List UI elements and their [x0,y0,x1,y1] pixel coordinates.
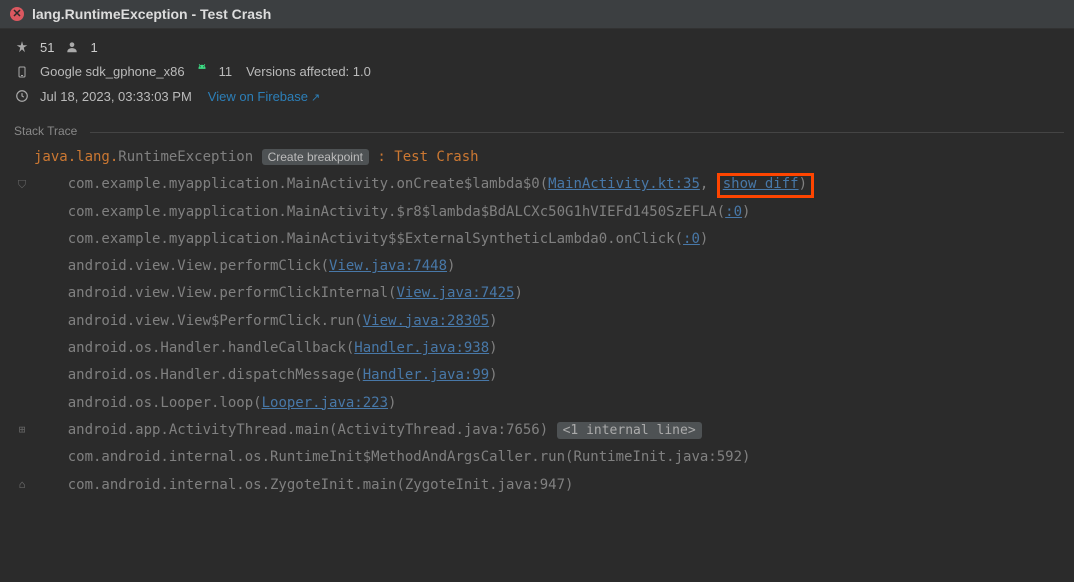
firebase-link-label: View on Firebase [208,89,308,104]
stack-frame: com.android.internal.os.RuntimeInit$Meth… [10,444,1064,471]
user-count: 1 [90,40,97,55]
android-icon [195,63,209,80]
stack-frame: android.view.View.performClick(View.java… [10,253,1064,280]
frame-text: com.example.myapplication.MainActivity$$… [68,231,683,247]
clock-icon [14,88,30,104]
internal-line-badge[interactable]: <1 internal line> [557,422,702,439]
section-divider [90,132,1064,133]
gutter-spacer [10,283,34,304]
home-gutter-icon: ⌂ [10,474,34,495]
title-bar: ✕ lang.RuntimeException - Test Crash [0,0,1074,29]
external-link-icon: ↗ [311,92,320,104]
section-label-text: Stack Trace [14,124,77,138]
show-diff-link[interactable]: show diff [723,176,799,192]
phone-icon [14,64,30,80]
gutter-spacer [10,392,34,413]
source-file-link[interactable]: :0 [683,231,700,247]
frame-text: android.app.ActivityThread.main(Activity… [68,422,557,438]
show-diff-highlight: show diff) [717,173,814,198]
frame-text: android.view.View.performClick( [68,258,329,274]
shield-gutter-icon: ⛉ [10,174,34,195]
stack-trace-section-label: Stack Trace [0,120,1074,140]
device-name: Google sdk_gphone_x86 [40,64,185,79]
timestamp: Jul 18, 2023, 03:33:03 PM [40,89,192,104]
source-file-link[interactable]: :0 [725,204,742,220]
stack-frame: com.example.myapplication.MainActivity.$… [10,199,1064,226]
counts-row: 51 1 [14,39,1060,55]
frame-text: android.os.Handler.dispatchMessage( [68,367,363,383]
stack-frame: com.example.myapplication.MainActivity$$… [10,226,1064,253]
gutter-spacer [10,146,34,167]
stack-frame: ⊞ android.app.ActivityThread.main(Activi… [10,417,1064,444]
stack-frame: android.view.View$PerformClick.run(View.… [10,308,1064,335]
gutter-spacer [10,365,34,386]
source-file-link[interactable]: MainActivity.kt:35 [548,176,700,192]
view-on-firebase-link[interactable]: View on Firebase↗ [208,89,320,104]
exception-message: Test Crash [394,149,478,165]
source-file-link[interactable]: View.java:7425 [396,285,514,301]
device-row: Google sdk_gphone_x86 11 Versions affect… [14,63,1060,80]
exception-package: java.lang. [34,149,118,165]
frame-text: com.android.internal.os.ZygoteInit.main(… [68,477,574,493]
frame-text: com.android.internal.os.RuntimeInit$Meth… [68,449,751,465]
exception-line: java.lang.RuntimeException Create breakp… [10,144,1064,171]
source-file-link[interactable]: Looper.java:223 [262,395,388,411]
source-file-link[interactable]: View.java:28305 [363,313,489,329]
stack-frame: android.os.Handler.dispatchMessage(Handl… [10,362,1064,389]
source-file-link[interactable]: View.java:7448 [329,258,447,274]
crash-count: 51 [40,40,54,55]
stack-trace: java.lang.RuntimeException Create breakp… [0,140,1074,509]
frame-text: com.example.myapplication.MainActivity.$… [68,204,725,220]
gutter-spacer [10,310,34,331]
plus-gutter-icon: ⊞ [10,419,34,440]
stack-frame: android.view.View.performClickInternal(V… [10,280,1064,307]
frame-text: android.os.Looper.loop( [68,395,262,411]
source-file-link[interactable]: Handler.java:938 [354,340,489,356]
frame-text: android.view.View.performClickInternal( [68,285,397,301]
crash-count-icon [14,39,30,55]
stack-frame: ⛉ com.example.myapplication.MainActivity… [10,171,1064,198]
meta-block: 51 1 Google sdk_gphone_x86 11 Versions a… [0,29,1074,120]
android-version: 11 [219,64,233,79]
frame-text: com.example.myapplication.MainActivity.o… [68,176,548,192]
time-row: Jul 18, 2023, 03:33:03 PM View on Fireba… [14,88,1060,104]
exception-class: RuntimeException [118,149,253,165]
stack-frame: ⌂ com.android.internal.os.ZygoteInit.mai… [10,472,1064,499]
stack-frame: android.os.Handler.handleCallback(Handle… [10,335,1064,362]
source-file-link[interactable]: Handler.java:99 [363,367,489,383]
frame-text: android.view.View$PerformClick.run( [68,313,363,329]
gutter-spacer [10,337,34,358]
user-count-icon [64,39,80,55]
versions-affected: Versions affected: 1.0 [246,64,371,79]
crash-title: lang.RuntimeException - Test Crash [32,6,271,22]
error-icon: ✕ [10,7,24,21]
stack-frame: android.os.Looper.loop(Looper.java:223) [10,390,1064,417]
create-breakpoint-button[interactable]: Create breakpoint [262,149,369,165]
gutter-spacer [10,447,34,468]
gutter-spacer [10,255,34,276]
frame-text: android.os.Handler.handleCallback( [68,340,355,356]
gutter-spacer [10,201,34,222]
gutter-spacer [10,228,34,249]
